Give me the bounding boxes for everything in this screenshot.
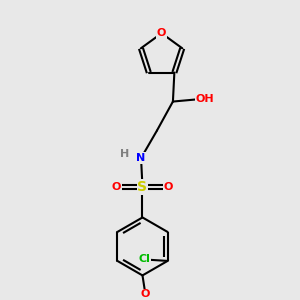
Text: N: N	[136, 153, 146, 163]
Text: O: O	[164, 182, 173, 192]
Text: O: O	[112, 182, 121, 192]
Text: OH: OH	[196, 94, 214, 104]
Text: S: S	[137, 180, 148, 194]
Text: O: O	[157, 28, 166, 38]
Text: Cl: Cl	[139, 254, 150, 265]
Text: O: O	[141, 289, 150, 299]
Text: H: H	[121, 149, 130, 159]
